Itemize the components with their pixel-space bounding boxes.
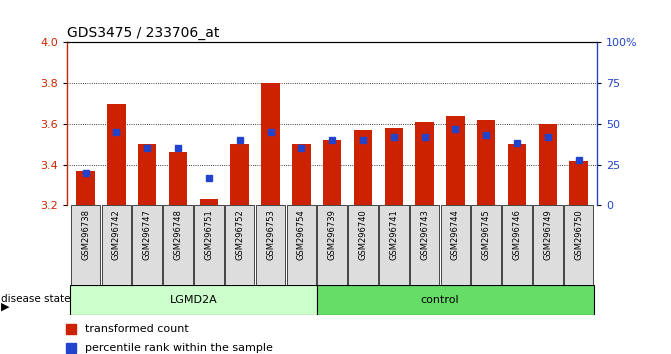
- Text: GSM296742: GSM296742: [112, 209, 121, 260]
- Text: GSM296738: GSM296738: [81, 209, 90, 261]
- Bar: [477, 120, 495, 205]
- Bar: [503, 205, 532, 287]
- Text: GSM296739: GSM296739: [327, 209, 337, 260]
- Bar: [200, 199, 218, 205]
- Text: control: control: [421, 295, 460, 305]
- Text: transformed count: transformed count: [85, 324, 189, 333]
- Bar: [230, 144, 249, 205]
- Bar: [292, 144, 311, 205]
- Text: GDS3475 / 233706_at: GDS3475 / 233706_at: [67, 26, 219, 40]
- Bar: [256, 205, 285, 287]
- Text: GSM296744: GSM296744: [451, 209, 460, 260]
- Bar: [70, 285, 317, 315]
- Text: ▶: ▶: [1, 302, 10, 312]
- Bar: [169, 152, 187, 205]
- Text: GSM296750: GSM296750: [574, 209, 583, 260]
- Bar: [539, 124, 557, 205]
- Bar: [107, 103, 125, 205]
- Text: GSM296745: GSM296745: [482, 209, 491, 260]
- Text: GSM296746: GSM296746: [513, 209, 521, 260]
- Bar: [564, 205, 593, 287]
- Bar: [441, 205, 470, 287]
- Bar: [225, 205, 254, 287]
- Text: GSM296752: GSM296752: [236, 209, 244, 260]
- Bar: [379, 205, 409, 287]
- Text: GSM296751: GSM296751: [205, 209, 213, 260]
- Text: GSM296748: GSM296748: [174, 209, 183, 260]
- Bar: [570, 160, 588, 205]
- Bar: [194, 205, 223, 287]
- Bar: [415, 122, 434, 205]
- Bar: [138, 144, 156, 205]
- Text: disease state: disease state: [1, 294, 71, 304]
- Bar: [354, 130, 372, 205]
- Bar: [71, 205, 101, 287]
- Bar: [323, 140, 342, 205]
- Text: GSM296754: GSM296754: [297, 209, 306, 260]
- Bar: [508, 144, 526, 205]
- Bar: [348, 205, 378, 287]
- Bar: [132, 205, 162, 287]
- Text: LGMD2A: LGMD2A: [170, 295, 217, 305]
- Text: GSM296741: GSM296741: [389, 209, 399, 260]
- Bar: [261, 83, 280, 205]
- Bar: [533, 205, 563, 287]
- Bar: [76, 171, 95, 205]
- Bar: [317, 285, 594, 315]
- Text: GSM296753: GSM296753: [266, 209, 275, 260]
- Bar: [384, 128, 403, 205]
- Bar: [101, 205, 132, 287]
- Text: GSM296740: GSM296740: [358, 209, 368, 260]
- Bar: [446, 116, 464, 205]
- Text: percentile rank within the sample: percentile rank within the sample: [85, 343, 273, 353]
- Bar: [472, 205, 501, 287]
- Bar: [410, 205, 440, 287]
- Bar: [163, 205, 193, 287]
- Bar: [287, 205, 316, 287]
- Text: GSM296743: GSM296743: [420, 209, 429, 260]
- Text: GSM296749: GSM296749: [544, 209, 552, 260]
- Text: GSM296747: GSM296747: [143, 209, 152, 260]
- Bar: [317, 205, 347, 287]
